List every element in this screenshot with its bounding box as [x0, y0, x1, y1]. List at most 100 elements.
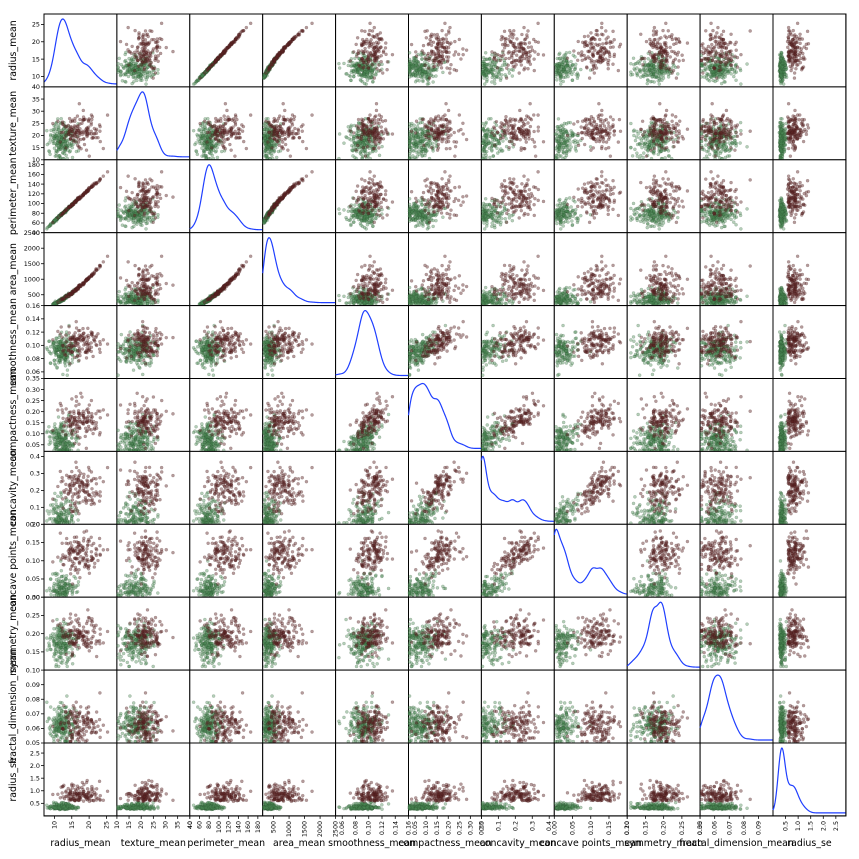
scatter-point-benign [144, 59, 148, 64]
cell-frame [262, 13, 337, 88]
scatter-point-malignant [368, 21, 372, 26]
scatter-point-malignant [798, 32, 802, 36]
scatter-point-malignant [126, 25, 130, 30]
scatter-point-benign [144, 63, 149, 67]
scatter-point-malignant [372, 127, 377, 131]
matrix-cell-radius_mean-vs-perimeter_mean [189, 13, 264, 88]
scatter-point-benign [407, 51, 412, 55]
scatter-point-malignant [277, 135, 281, 139]
scatter-point-benign [45, 142, 50, 147]
scatter-point-benign [148, 64, 152, 68]
scatter-point-malignant [501, 49, 505, 53]
scatter-point-benign [407, 70, 412, 74]
scatter-point-benign [141, 64, 145, 68]
scatter-point-benign [134, 53, 138, 57]
scatter-point-benign [370, 72, 374, 77]
scatter-point-benign [407, 57, 412, 62]
scatter-point-malignant [244, 146, 249, 151]
scatter-point-benign [140, 78, 144, 82]
scatter-point-benign [349, 123, 354, 127]
scatter-point-malignant [452, 140, 456, 144]
scatter-point-malignant [716, 25, 720, 30]
scatter-point-malignant [292, 115, 297, 119]
scatter-point-benign [483, 51, 488, 55]
scatter-point-malignant [381, 119, 385, 123]
scatter-point-malignant [241, 124, 246, 129]
scatter-point-benign [423, 70, 427, 74]
scatter-point-malignant [118, 39, 123, 44]
scatter-point-malignant [361, 66, 365, 70]
scatter-point-malignant [138, 42, 142, 46]
scatter-point-malignant [664, 21, 668, 26]
matrix-cell-texture_mean-vs-texture_mean [116, 86, 191, 161]
scatter-point-malignant [713, 49, 718, 53]
scatter-point-benign [337, 61, 341, 66]
scatter-point-malignant [670, 33, 674, 37]
scatter-point-malignant [506, 51, 511, 55]
scatter-point-malignant [587, 76, 592, 80]
scatter-point-benign [134, 55, 138, 60]
scatter-point-malignant [715, 31, 719, 35]
scatter-point-malignant [447, 31, 451, 35]
scatter-point-malignant [511, 58, 516, 62]
scatter-point-benign [148, 63, 152, 68]
scatter-point-malignant [502, 29, 507, 34]
scatter-point-malignant [86, 118, 91, 122]
scatter-point-malignant [384, 127, 388, 131]
scatter-point-malignant [288, 40, 293, 45]
matrix-cell-radius_mean-vs-smoothness_mean [335, 13, 410, 88]
scatter-point-malignant [519, 45, 524, 49]
scatter-point-malignant [300, 129, 304, 133]
scatter-point-benign [362, 81, 367, 86]
scatter-point-benign [495, 74, 499, 79]
scatter-point-benign [200, 146, 204, 150]
scatter-point-benign [127, 56, 131, 61]
scatter-point-malignant [368, 128, 372, 132]
scatter-point-benign [194, 149, 199, 154]
scatter-point-malignant [794, 67, 798, 71]
scatter-point-malignant [145, 32, 150, 36]
scatter-point-malignant [616, 68, 621, 73]
scatter-point-malignant [368, 113, 372, 117]
scatter-point-malignant [642, 56, 647, 61]
scatter-point-malignant [368, 139, 372, 144]
scatter-point-benign [411, 58, 416, 63]
scatter-point-benign [144, 78, 149, 82]
scatter-point-malignant [381, 71, 385, 75]
scatter-point-benign [141, 60, 145, 64]
scatter-point-malignant [586, 55, 590, 59]
scatter-point-malignant [363, 154, 368, 158]
scatter-point-malignant [221, 124, 225, 128]
scatter-point-malignant [735, 65, 740, 69]
scatter-point-benign [203, 148, 207, 152]
scatter-point-malignant [793, 45, 797, 49]
scatter-point-benign [644, 73, 648, 77]
scatter-point-benign [711, 70, 715, 74]
scatter-point-benign [127, 70, 132, 74]
scatter-point-benign [127, 65, 132, 70]
scatter-point-malignant [355, 54, 359, 59]
scatter-point-malignant [703, 62, 707, 66]
scatter-point-malignant [367, 117, 371, 122]
scatter-point-malignant [421, 43, 426, 48]
scatter-point-malignant [379, 59, 383, 64]
scatter-point-malignant [529, 45, 534, 49]
scatter-point-malignant [536, 52, 540, 57]
scatter-point-malignant [512, 41, 517, 46]
scatter-point-benign [209, 151, 213, 156]
scatter-point-malignant [141, 54, 146, 59]
scatter-point-malignant [795, 49, 799, 53]
scatter-point-malignant [87, 154, 92, 158]
scatter-point-malignant [379, 115, 384, 119]
scatter-point-malignant [210, 146, 214, 150]
scatter-point-malignant [220, 135, 224, 139]
scatter-point-malignant [789, 33, 793, 37]
scatter-point-malignant [676, 37, 681, 41]
scatter-point-benign [130, 81, 134, 86]
scatter-point-malignant [94, 127, 99, 131]
scatter-point-benign [139, 73, 144, 77]
scatter-point-malignant [591, 51, 595, 55]
scatter-point-malignant [383, 46, 388, 50]
scatter-point-malignant [280, 144, 284, 149]
scatter-point-benign [200, 141, 204, 146]
